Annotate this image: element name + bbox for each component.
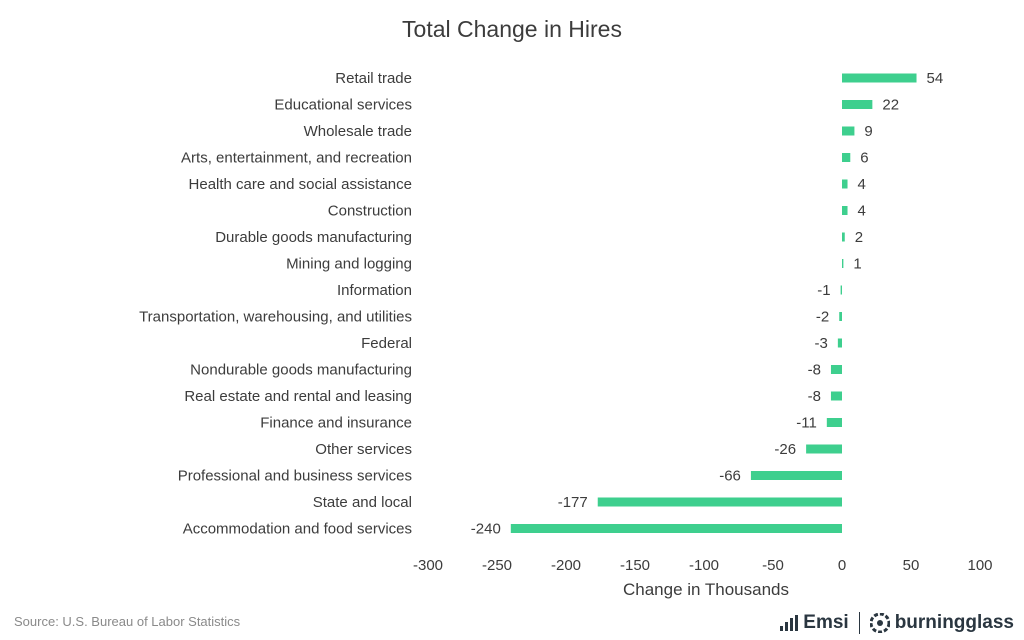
burningglass-logo: burningglass [869, 612, 1014, 634]
category-label-health-care-and-social-assistance: Health care and social assistance [189, 176, 412, 193]
x-tick-label: 100 [967, 557, 992, 574]
emsi-logo: Emsi [780, 612, 849, 634]
bar-educational-services [842, 100, 873, 109]
value-label-wholesale-trade: 9 [864, 123, 872, 140]
burningglass-logo-text: burningglass [894, 612, 1014, 633]
x-tick-label: -200 [551, 557, 581, 574]
x-tick-label: 0 [838, 557, 846, 574]
bar-wholesale-trade [842, 126, 855, 136]
value-label-other-services: -26 [774, 441, 796, 458]
bar-health-care-and-social-assistance [842, 179, 848, 189]
chart-title: Total Change in Hires [402, 16, 622, 42]
value-label-durable-goods-manufacturing: 2 [855, 229, 863, 246]
emsi-bars-icon [780, 615, 799, 631]
bar-federal [837, 338, 842, 348]
bar-durable-goods-manufacturing [842, 232, 845, 242]
category-label-finance-and-insurance: Finance and insurance [260, 415, 412, 432]
category-label-retail-trade: Retail trade [335, 70, 412, 87]
bar-other-services [806, 444, 842, 454]
value-label-retail-trade: 54 [927, 70, 944, 87]
category-label-transportation-warehousing-and-utilities: Transportation, warehousing, and utiliti… [139, 309, 412, 326]
bar-arts-entertainment-and-recreation [842, 153, 851, 162]
x-axis-title: Change in Thousands [623, 580, 789, 599]
category-label-nondurable-goods-manufacturing: Nondurable goods manufacturing [190, 362, 412, 379]
bar-mining-and-logging [842, 259, 844, 268]
category-label-arts-entertainment-and-recreation: Arts, entertainment, and recreation [181, 150, 412, 167]
logo-divider [858, 612, 860, 634]
category-label-real-estate-and-rental-and-leasing: Real estate and rental and leasing [184, 388, 412, 405]
bar-retail-trade [842, 73, 917, 83]
value-label-finance-and-insurance: -11 [796, 415, 817, 432]
value-label-professional-and-business-services: -66 [719, 468, 741, 485]
source-note: Source: U.S. Bureau of Labor Statistics [14, 614, 241, 629]
value-label-transportation-warehousing-and-utilities: -2 [816, 309, 829, 326]
x-tick-label: 50 [903, 557, 920, 574]
bar-professional-and-business-services [750, 471, 842, 480]
value-label-federal: -3 [815, 335, 828, 352]
brand-logos: Emsi burningglass [780, 610, 1014, 636]
value-label-information: -1 [817, 282, 830, 299]
value-label-health-care-and-social-assistance: 4 [858, 176, 866, 193]
category-label-information: Information [337, 282, 412, 299]
category-label-durable-goods-manufacturing: Durable goods manufacturing [215, 229, 412, 246]
category-label-wholesale-trade: Wholesale trade [304, 123, 412, 140]
category-label-professional-and-business-services: Professional and business services [178, 468, 412, 485]
x-axis-ticks: -300 -250 -200 -150 -100 -50 0 50 100 [413, 557, 993, 574]
x-tick-label: -50 [762, 557, 784, 574]
category-label-state-and-local: State and local [313, 494, 412, 511]
x-tick-label: -250 [482, 557, 512, 574]
value-label-educational-services: 22 [882, 97, 899, 114]
x-tick-label: -150 [620, 557, 650, 574]
value-label-nondurable-goods-manufacturing: -8 [808, 362, 821, 379]
category-label-federal: Federal [361, 335, 412, 352]
bar-information [840, 285, 842, 295]
category-label-construction: Construction [328, 203, 412, 220]
bar-nondurable-goods-manufacturing [830, 365, 842, 374]
x-tick-label: -300 [413, 557, 443, 574]
value-label-arts-entertainment-and-recreation: 6 [860, 150, 868, 167]
bar-real-estate-and-rental-and-leasing [830, 391, 842, 401]
value-label-accommodation-and-food-services: -240 [471, 521, 501, 538]
bar-finance-and-insurance [826, 418, 842, 427]
value-label-mining-and-logging: 1 [853, 256, 861, 273]
category-label-mining-and-logging: Mining and logging [286, 256, 412, 273]
category-label-accommodation-and-food-services: Accommodation and food services [183, 521, 412, 538]
hires-change-chart: Total Change in Hires Retail trade 54 Educ… [139, 16, 993, 599]
value-label-state-and-local: -177 [558, 494, 588, 511]
emsi-logo-text: Emsi [803, 612, 849, 633]
x-tick-label: -100 [689, 557, 719, 574]
category-label-other-services: Other services [315, 441, 412, 458]
bar-construction [842, 206, 848, 215]
bar-transportation-warehousing-and-utilities [839, 312, 842, 321]
bars-group: Retail trade 54 Educational services 22 Whol… [139, 70, 943, 538]
value-label-real-estate-and-rental-and-leasing: -8 [808, 388, 821, 405]
category-label-educational-services: Educational services [274, 97, 412, 114]
value-label-construction: 4 [858, 203, 866, 220]
bar-accommodation-and-food-services [510, 524, 842, 533]
bar-state-and-local [597, 497, 842, 507]
burningglass-mark-icon [869, 613, 890, 633]
